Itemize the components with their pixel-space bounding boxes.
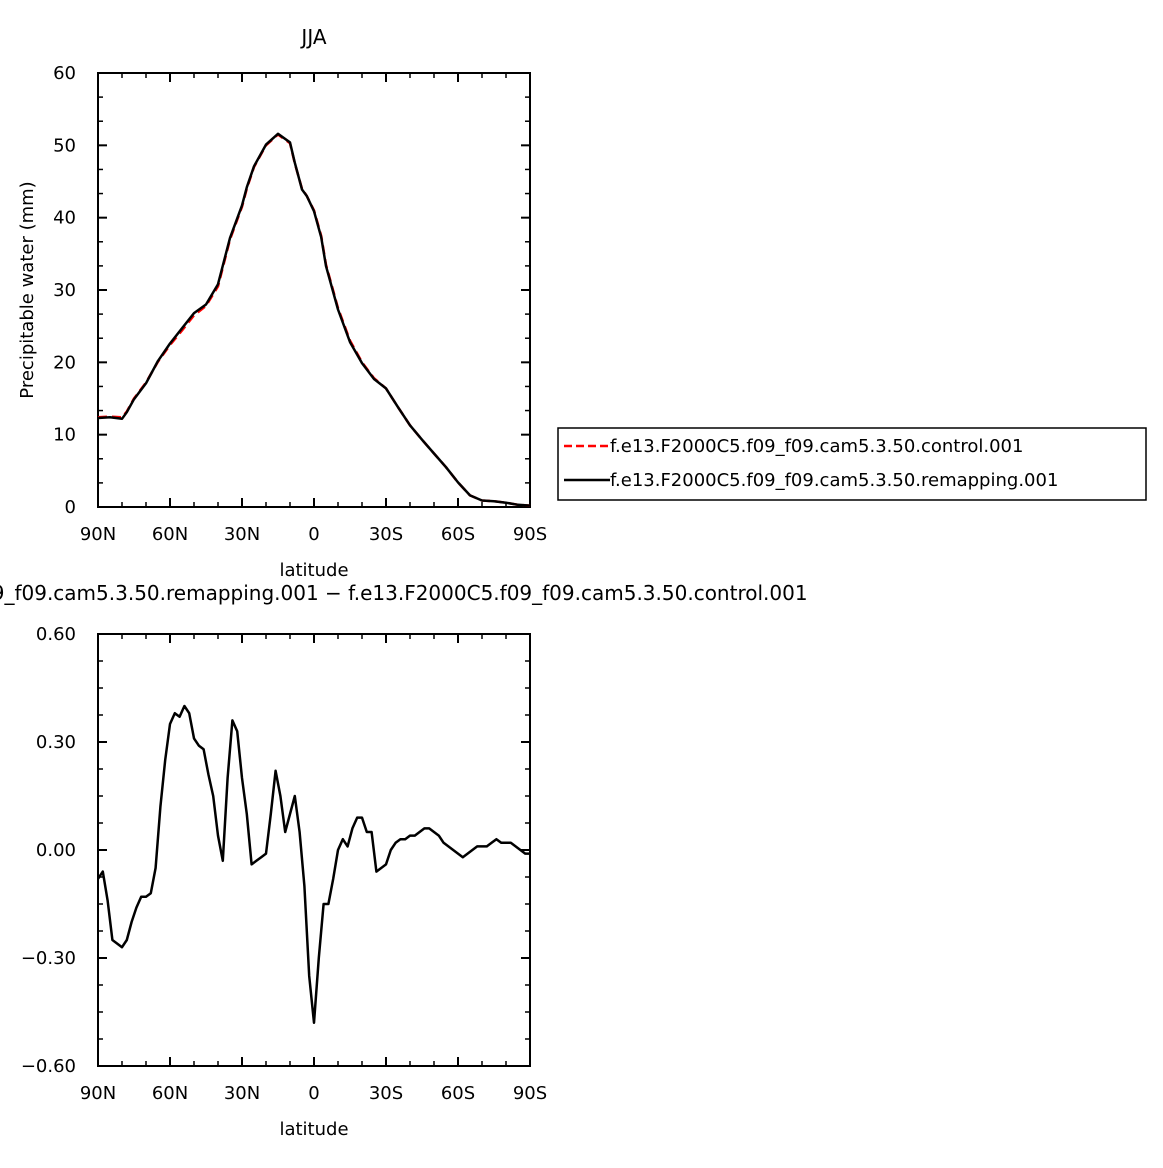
diff-x-tick-label: 30S	[369, 1083, 403, 1104]
pw-series-line-0	[97, 133, 531, 507]
pw-x-tick-label: 90N	[80, 524, 116, 545]
diff-y-tick-label: −0.60	[21, 1056, 76, 1077]
pw-series-line-1	[97, 132, 531, 507]
pw-x-tick-label: 30N	[224, 524, 260, 545]
precipitable-water-panel: 90N 60N 30N 0 30S 60S 90S 0 10 20 30 40 50 60 JJA latit…	[17, 25, 1147, 581]
pw-y-tick-label: 0	[65, 497, 76, 518]
diff-y-tick-label: 0.30	[36, 732, 76, 753]
pw-y-tick-label: 20	[53, 352, 76, 373]
pw-y-axis-label: Precipitable water (mm)	[17, 181, 38, 398]
diff-x-axis-label: latitude	[279, 1119, 348, 1140]
diff-y-tick-label: 0.60	[36, 624, 76, 645]
pw-y-tick-label: 60	[53, 63, 76, 84]
pw-y-tick-label: 30	[53, 280, 76, 301]
diff-x-tick-label: 30N	[224, 1083, 260, 1104]
pw-x-tick-label: 90S	[513, 524, 547, 545]
diff-series-line-0	[96, 704, 530, 1025]
pw-plot-frame	[97, 72, 531, 508]
pw-chart-title: JJA	[299, 25, 326, 49]
diff-chart-title: f.e13.F2000C5.f09_f09.cam5.3.50.remappin…	[0, 581, 808, 605]
diff-x-tick-label: 90S	[513, 1083, 547, 1104]
diff-x-tick-label: 90N	[80, 1083, 116, 1104]
pw-x-axis-label: latitude	[279, 560, 348, 581]
pw-x-tick-label: 0	[308, 524, 319, 545]
pw-y-tick-label: 50	[53, 135, 76, 156]
difference-panel: 90N 60N 30N 0 30S 60S 90S −0.60 −0.30 0.00 0.30 0.6…	[0, 581, 808, 1140]
diff-x-tick-label: 60S	[441, 1083, 475, 1104]
legend-label-0: f.e13.F2000C5.f09_f09.cam5.3.50.control.…	[610, 436, 1023, 457]
diff-y-tick-label: −0.30	[21, 948, 76, 969]
legend-box	[557, 427, 1147, 501]
diff-y-tick-label: 0.00	[36, 840, 76, 861]
pw-y-tick-label: 10	[53, 425, 76, 446]
pw-y-tick-label: 40	[53, 208, 76, 229]
legend-label-1: f.e13.F2000C5.f09_f09.cam5.3.50.remappin…	[610, 470, 1058, 491]
pw-x-tick-label: 60S	[441, 524, 475, 545]
pw-x-tick-label: 30S	[369, 524, 403, 545]
diff-plot-frame	[97, 633, 531, 1067]
diff-x-tick-label: 0	[308, 1083, 319, 1104]
diff-x-tick-label: 60N	[152, 1083, 188, 1104]
pw-x-tick-label: 60N	[152, 524, 188, 545]
